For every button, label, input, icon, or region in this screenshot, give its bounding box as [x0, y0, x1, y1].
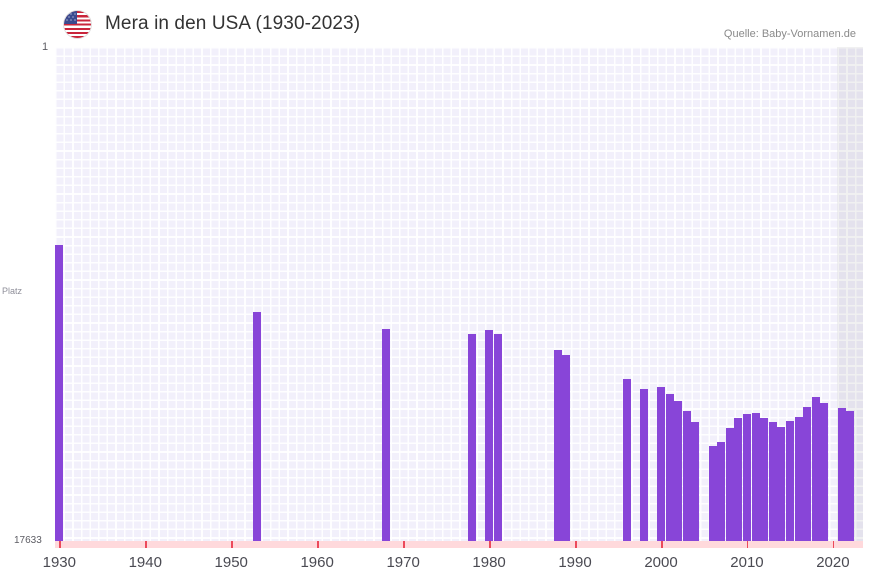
- bar: [777, 426, 786, 541]
- bar: [734, 418, 743, 541]
- flag-canton: [64, 11, 77, 24]
- bar: [846, 411, 855, 541]
- x-axis-tick-label: 1950: [214, 554, 248, 571]
- bar: [674, 401, 683, 541]
- y-axis-tick-bottom: 17633: [14, 535, 42, 546]
- bar: [811, 397, 820, 541]
- x-axis-tick-label: 1930: [42, 554, 76, 571]
- x-axis-tick-label: 1960: [300, 554, 334, 571]
- x-axis-tick-label: 2000: [644, 554, 678, 571]
- source-label: Quelle: Baby-Vornamen.de: [723, 28, 856, 40]
- x-axis-tickmark: [59, 541, 61, 548]
- x-axis-tickmark: [489, 541, 491, 548]
- bar: [794, 416, 803, 541]
- bar: [717, 442, 726, 541]
- bar: [742, 414, 751, 541]
- x-axis-tickmark: [317, 541, 319, 548]
- x-axis-tickmark: [145, 541, 147, 548]
- bar: [820, 402, 829, 541]
- x-axis-tick-label: 1990: [558, 554, 592, 571]
- bar: [553, 349, 562, 541]
- bar: [253, 311, 261, 541]
- bar: [708, 446, 717, 541]
- bar: [622, 378, 631, 541]
- bar: [381, 328, 390, 541]
- x-axis: [55, 541, 863, 548]
- chart-header: Mera in den USA (1930-2023) Quelle: Baby…: [0, 0, 873, 44]
- bar: [639, 388, 648, 541]
- bar: [485, 329, 494, 541]
- x-axis-tickmark: [661, 541, 663, 548]
- plot-area: [55, 47, 863, 541]
- bar: [725, 428, 734, 541]
- x-axis-tick-label: 1940: [128, 554, 162, 571]
- bar: [760, 418, 769, 541]
- bar: [657, 387, 665, 541]
- us-flag-icon: [64, 11, 91, 38]
- bar: [803, 407, 812, 541]
- bar: [837, 408, 846, 541]
- y-axis-label: Platz: [2, 286, 23, 296]
- bar: [493, 334, 502, 541]
- x-axis-tick-label: 1980: [472, 554, 506, 571]
- x-axis-tick-label: 1970: [386, 554, 420, 571]
- bar: [467, 334, 476, 541]
- bar: [768, 422, 777, 541]
- bar: [691, 422, 700, 541]
- bar: [55, 244, 64, 541]
- x-axis-tick-label: 2020: [816, 554, 850, 571]
- x-axis-tick-label: 2010: [730, 554, 764, 571]
- x-axis-tickmark: [231, 541, 233, 548]
- bar: [682, 411, 691, 541]
- x-axis-tickmark: [832, 541, 835, 548]
- bar: [751, 412, 760, 541]
- bar: [562, 355, 571, 541]
- x-axis-tickmark: [575, 541, 577, 548]
- x-axis-tickmark: [746, 541, 749, 548]
- bar: [665, 394, 674, 541]
- bar: [785, 421, 794, 541]
- x-axis-tickmark: [403, 541, 405, 548]
- page-title: Mera in den USA (1930-2023): [105, 13, 361, 34]
